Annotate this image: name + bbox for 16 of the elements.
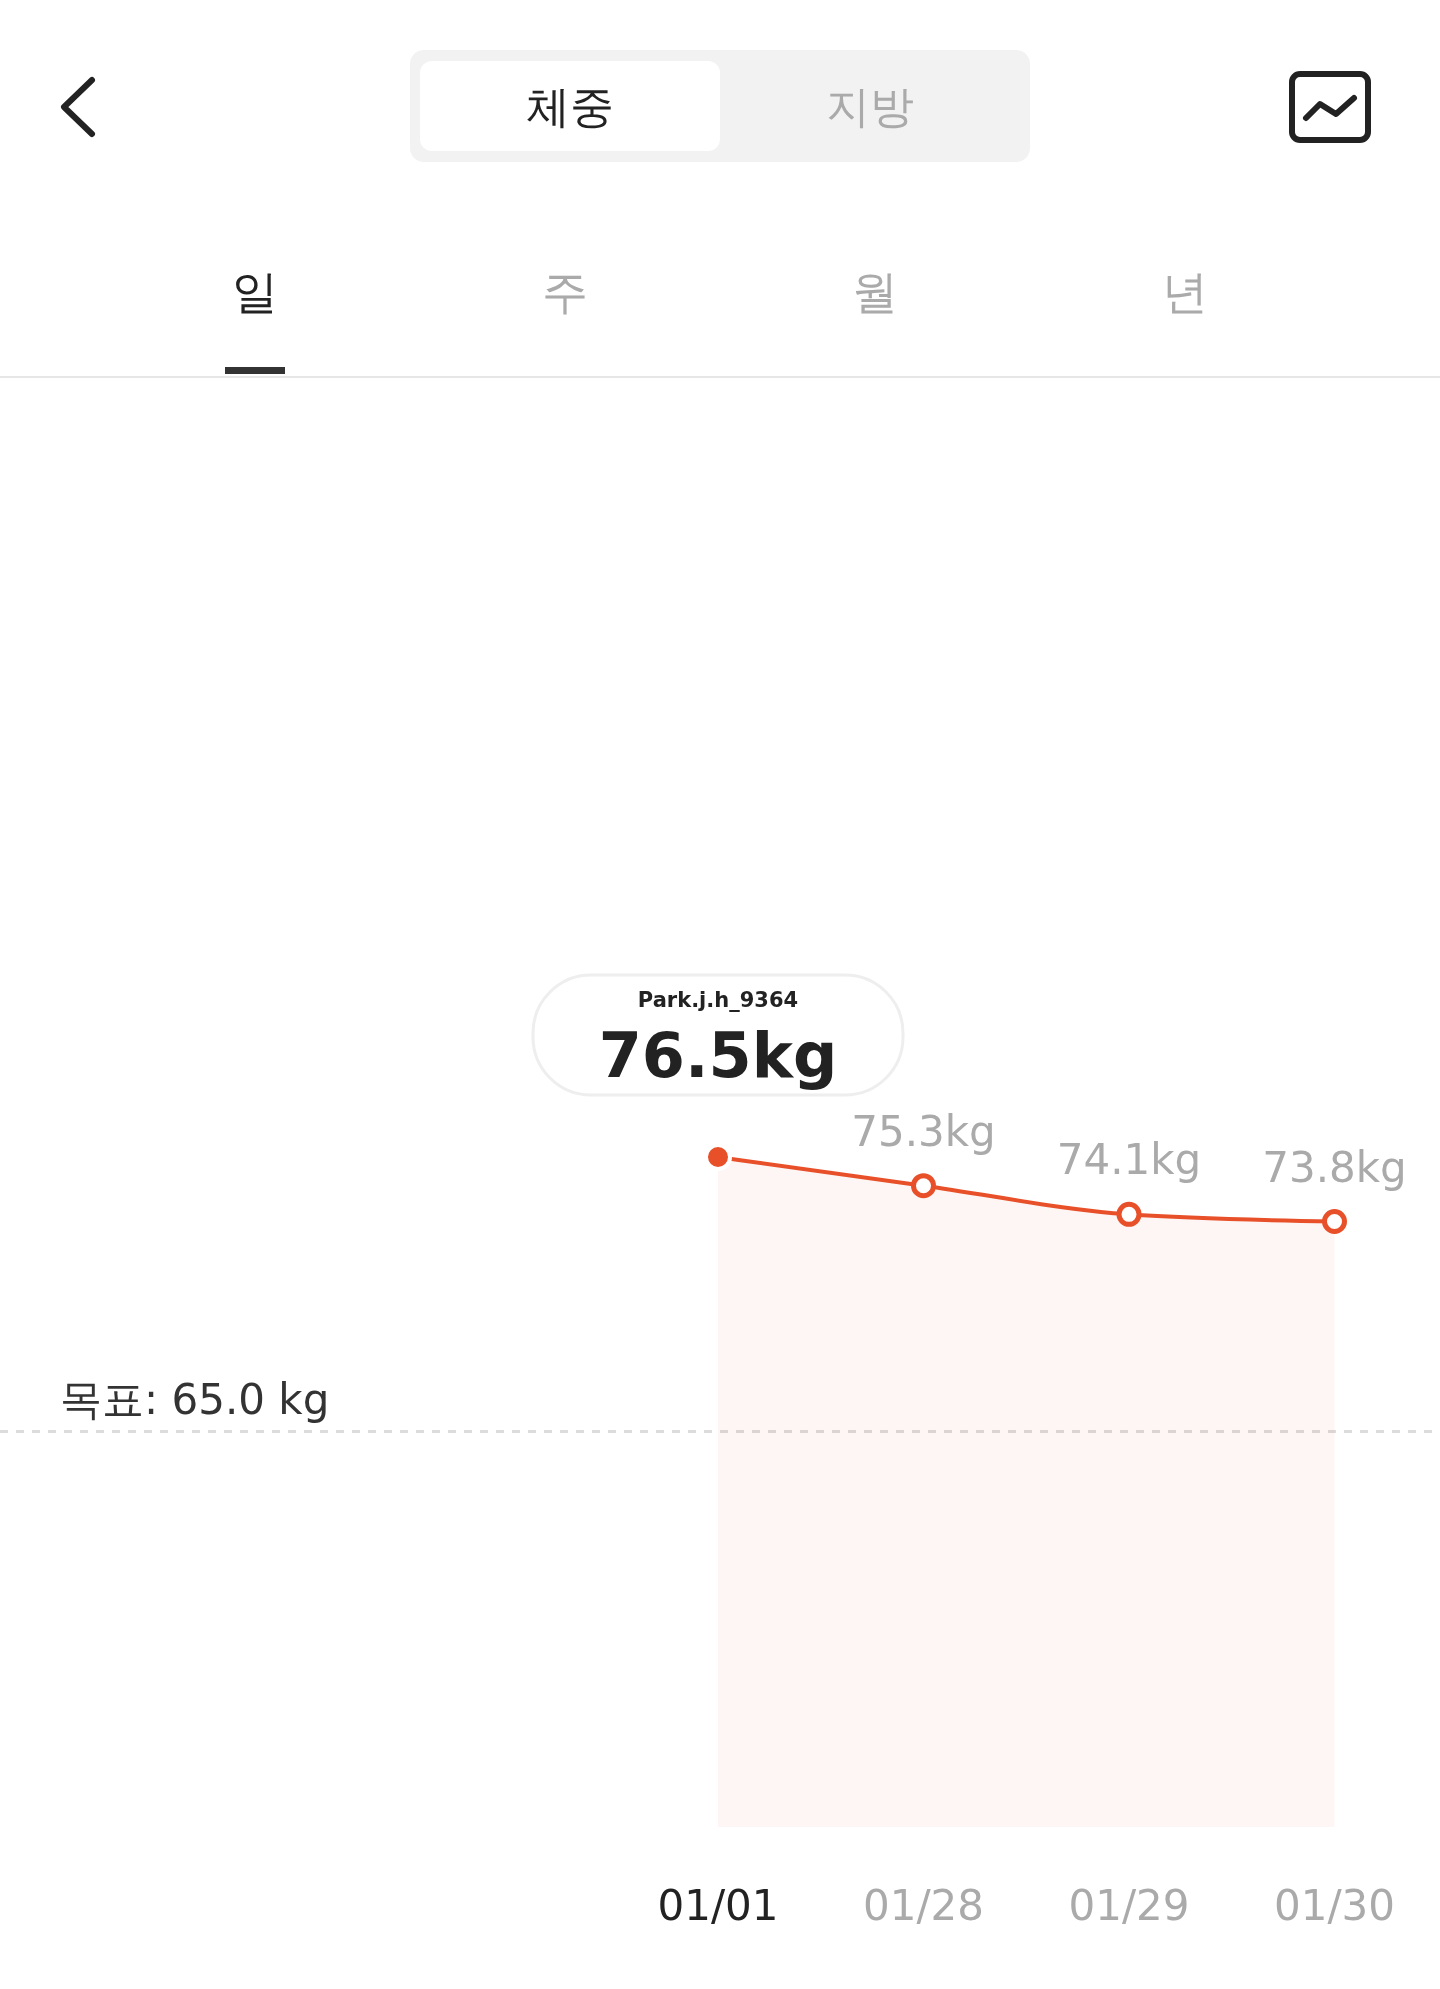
text: 년 [1162, 265, 1208, 319]
data-label: 74.1kg [1056, 1135, 1202, 1185]
text: Park.j.h_9364 [637, 988, 799, 1013]
text: 지방 [826, 81, 914, 132]
data-label: 73.8kg [1262, 1142, 1407, 1192]
x-tick-label: 01/29 [1068, 1881, 1190, 1930]
text: 체중 [526, 81, 614, 132]
text: 주 [542, 265, 588, 319]
data-label: 75.3kg [851, 1106, 996, 1156]
text: 일 [232, 265, 278, 319]
data-label: 76.5kg [598, 1019, 838, 1093]
x-tick-label: 01/30 [1273, 1881, 1396, 1930]
x-tick-label: 01/28 [862, 1881, 985, 1930]
ref-line-label: 목표: 65.0 kg [60, 1374, 330, 1424]
text: 월 [852, 265, 898, 319]
x-tick-label: 01/01 [657, 1881, 779, 1930]
